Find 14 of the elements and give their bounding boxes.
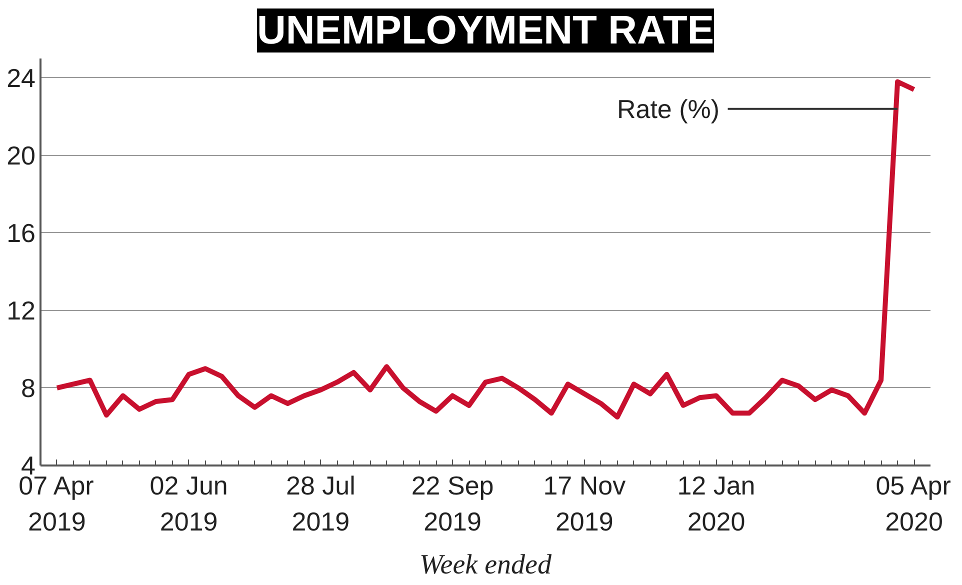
y-tick-label: 16 (6, 218, 36, 248)
y-tick-label: 20 (6, 140, 36, 170)
text: Rate (%) (616, 94, 720, 124)
x-tick-label: 22 Sep 2019 (411, 470, 494, 536)
y-tick-label: 8 (21, 372, 36, 403)
x-tick-label: 28 Jul 2019 (286, 470, 356, 536)
x-tick-label: 02 Jun 2019 (150, 470, 228, 536)
chart-title: UNEMPLOYMENT RATE (256, 8, 714, 52)
x-tick-label: 05 Apr 2020 (876, 470, 952, 536)
x-tick-label: 17 Nov 2019 (543, 470, 626, 536)
x-tick-label: 12 Jan 2020 (677, 470, 756, 536)
x-axis-title: Week ended (420, 550, 552, 580)
y-tick-label: 12 (6, 295, 36, 326)
y-tick-label: 24 (6, 62, 36, 93)
